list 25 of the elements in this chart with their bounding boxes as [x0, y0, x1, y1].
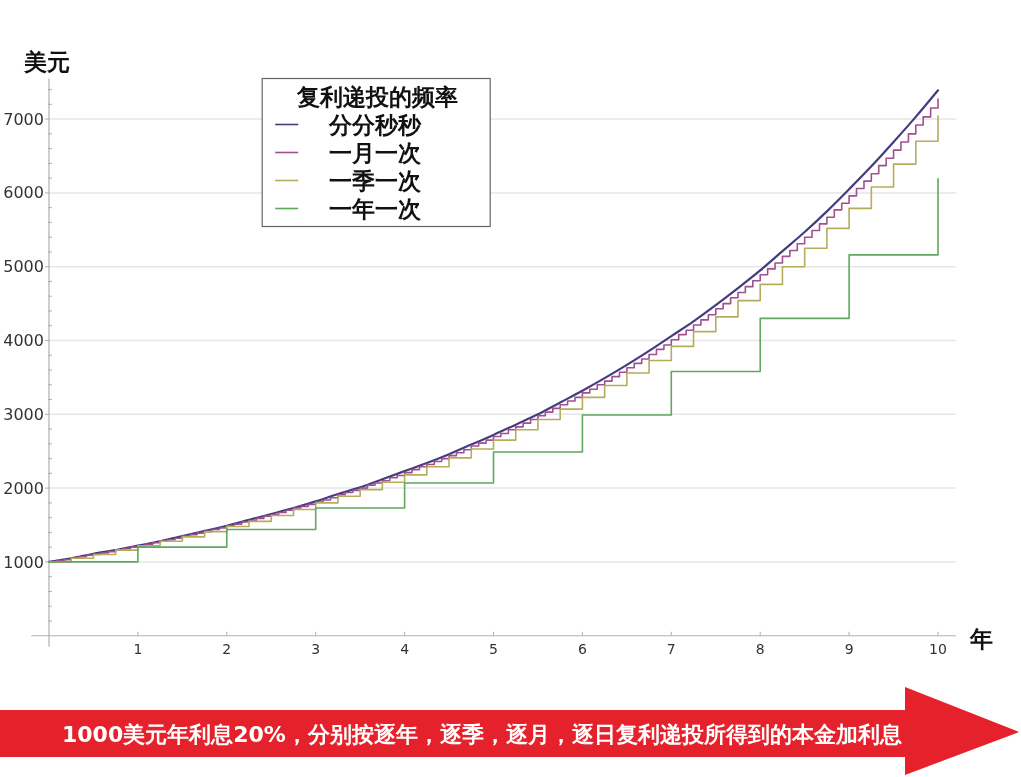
y-tick-label: 2000 [3, 478, 44, 498]
text: 1000美元年利息20%，分别按逐年，逐季，逐月，逐日复利递投所得到的本金加利息 [62, 721, 902, 747]
x-tick-label: 8 [755, 640, 765, 657]
y-tick-label: 1000 [3, 552, 44, 572]
legend-title: 复利递投的频率 [295, 83, 458, 110]
legend-label: 一季一次 [329, 167, 423, 194]
x-tick-label: 6 [577, 640, 587, 657]
x-tick-label: 1 [133, 640, 143, 657]
x-tick-label: 4 [400, 640, 410, 657]
legend-label: 一年一次 [329, 195, 423, 222]
y-tick-label: 6000 [3, 183, 44, 203]
x-tick-label: 3 [311, 640, 321, 657]
y-tick-label: 5000 [3, 257, 44, 277]
x-tick-label: 10 [929, 640, 947, 657]
y-axis-title: 美元 [23, 49, 70, 75]
x-tick-label: 5 [489, 640, 498, 657]
x-tick-label: 7 [666, 640, 676, 657]
legend-label: 一月一次 [329, 139, 423, 166]
y-tick-label: 3000 [3, 404, 44, 424]
y-tick-label: 7000 [3, 109, 44, 129]
x-tick-label: 2 [222, 640, 232, 657]
x-tick-label: 9 [844, 640, 854, 657]
legend-label: 分分秒秒 [328, 111, 423, 138]
x-axis-title: 年 [969, 625, 993, 652]
y-tick-label: 4000 [3, 331, 44, 351]
